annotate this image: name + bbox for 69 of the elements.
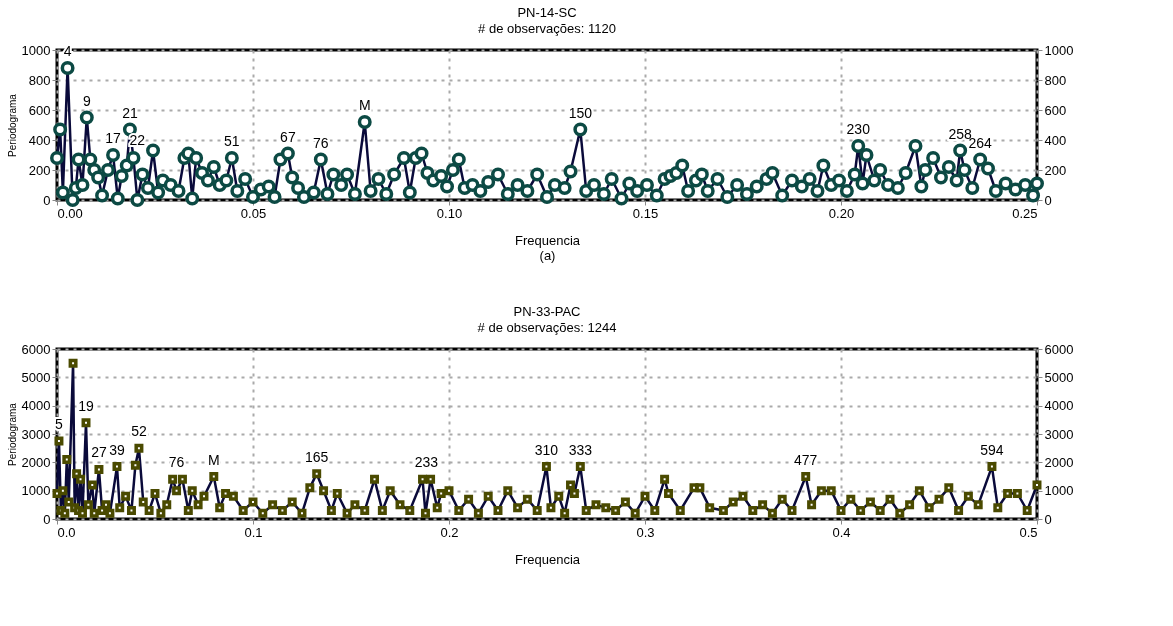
- y-tick-label: 800: [28, 72, 51, 88]
- annotation: 594: [980, 441, 1004, 458]
- x-tick-label: 0.25: [1012, 205, 1038, 221]
- y-axis-title: Periodograma: [6, 93, 18, 157]
- y2-tick-label: 200: [1044, 162, 1067, 178]
- y-tick-label: 2000: [21, 454, 51, 470]
- x-tick-label: 0.1: [244, 524, 263, 540]
- text: (a): [539, 247, 556, 263]
- x-tick-label: 0.05: [240, 205, 267, 221]
- chart-subtitle: # de observações: 1120: [478, 21, 616, 36]
- x-axis-title: Frequencia: [514, 551, 581, 567]
- annotation: 51: [224, 133, 240, 149]
- x-axis-title: Frequencia: [514, 232, 581, 248]
- y-tick-label: 1000: [21, 483, 51, 499]
- annotation: M: [358, 97, 371, 113]
- x-tick-label: 0.5: [1019, 524, 1038, 540]
- annotation: 310: [534, 441, 559, 458]
- y-tick-label: 6000: [21, 341, 51, 357]
- y2-tick-label: 0: [1044, 511, 1052, 527]
- annotation: 17: [105, 130, 122, 146]
- y-tick-label: 400: [28, 132, 51, 148]
- x-tick-label: 0.2: [440, 524, 459, 540]
- x-tick-label: 0.20: [828, 205, 855, 221]
- y-tick-label: 600: [28, 102, 51, 118]
- y2-tick-label: 600: [1044, 102, 1067, 118]
- chart-title: PN-33-PAC: [513, 304, 581, 319]
- y2-tick-label: 4000: [1044, 398, 1074, 414]
- annotation: 76: [313, 134, 329, 151]
- y2-tick-label: 5000: [1044, 369, 1074, 385]
- chart-title: PN-14-SC: [517, 5, 577, 20]
- annotation: 39: [109, 441, 125, 458]
- x-tick-label: 0.4: [832, 524, 851, 540]
- y-tick-label: 1000: [21, 42, 51, 58]
- annotation: 477: [794, 451, 818, 468]
- annotation: 333: [568, 441, 593, 458]
- annotation: 67: [280, 128, 296, 145]
- x-tick-label: 0.3: [636, 524, 655, 540]
- y2-tick-label: 800: [1044, 72, 1067, 88]
- y2-tick-label: 6000: [1044, 341, 1074, 357]
- x-tick-label: 0.0: [57, 524, 76, 540]
- annotation: 19: [78, 397, 95, 414]
- y-tick-label: 4000: [21, 398, 51, 414]
- y-axis-title: Periodograma: [6, 402, 18, 466]
- y2-tick-label: 0: [1044, 192, 1052, 208]
- y2-tick-label: 1000: [1044, 42, 1074, 58]
- annotation: 150: [568, 104, 593, 121]
- annotation: 27: [91, 444, 107, 461]
- y2-tick-label: 3000: [1044, 426, 1074, 442]
- y2-tick-label: 1000: [1044, 483, 1074, 499]
- annotation: 233: [414, 454, 439, 471]
- y-tick-label: 200: [28, 162, 51, 178]
- annotation: 21: [122, 104, 138, 121]
- x-tick-label: 0.15: [632, 205, 659, 221]
- x-tick-label: 0.10: [436, 205, 463, 221]
- y2-tick-label: 400: [1044, 132, 1067, 148]
- annotation: 165: [305, 448, 329, 465]
- annotation: 9: [82, 92, 91, 109]
- annotation: 76: [168, 454, 185, 471]
- x-tick-label: 0.00: [57, 205, 83, 221]
- annotation: 230: [846, 121, 871, 137]
- annotation: 52: [131, 423, 147, 440]
- annotation: M: [207, 451, 220, 468]
- annotation: 4: [63, 43, 72, 59]
- y-tick-label: 5000: [21, 369, 51, 385]
- y-tick-label: 0: [43, 511, 51, 527]
- y2-tick-label: 2000: [1044, 454, 1074, 470]
- chart-subtitle: # de observações: 1244: [477, 320, 617, 335]
- y-tick-label: 0: [43, 192, 51, 208]
- y-tick-label: 3000: [21, 426, 51, 442]
